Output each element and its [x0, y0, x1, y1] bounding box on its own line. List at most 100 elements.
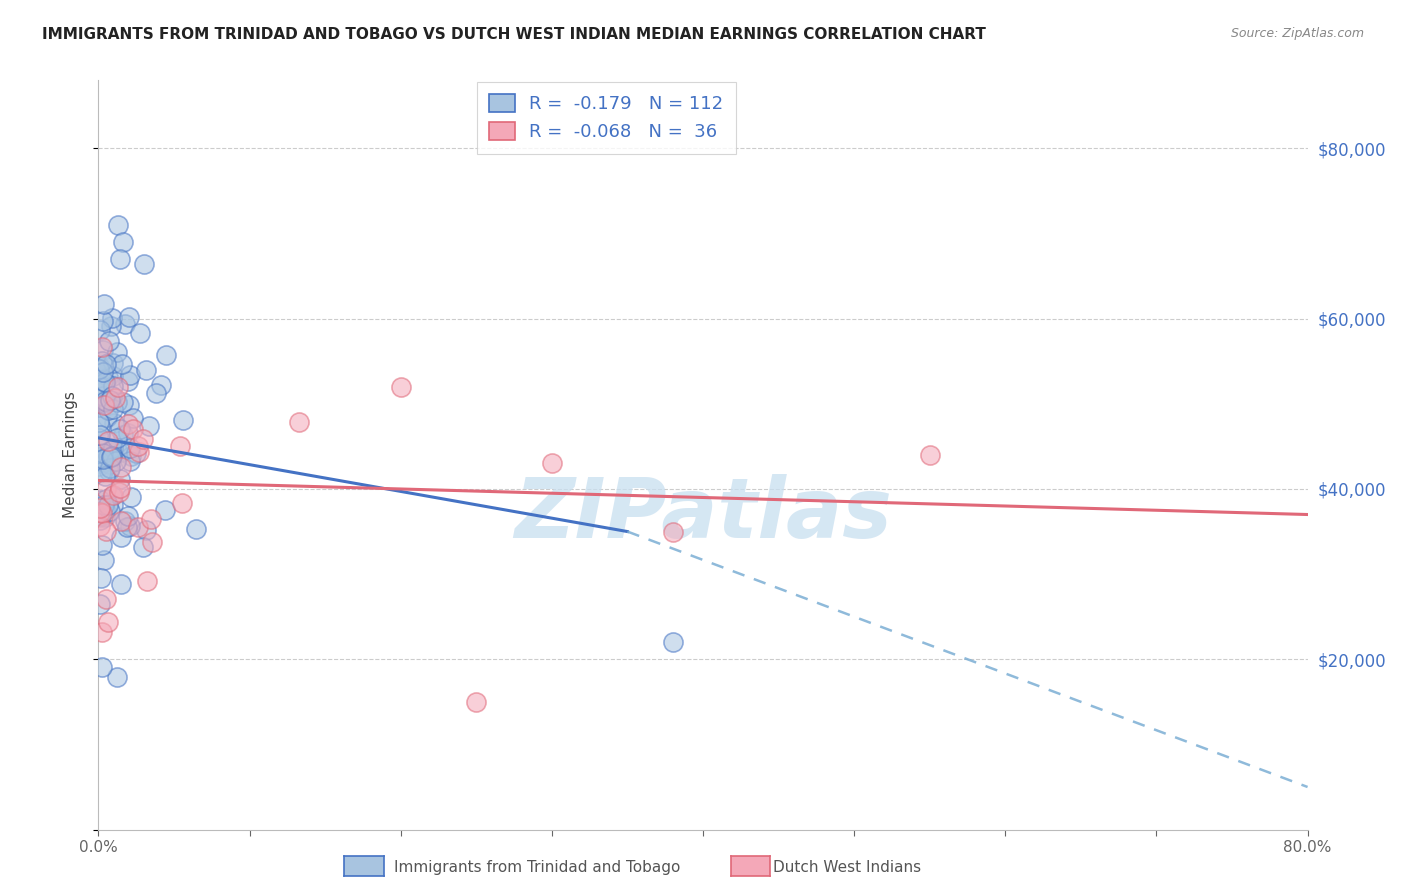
- Point: [103, 416, 125, 430]
- Point: [127, 520, 149, 534]
- Point: [93, 552, 115, 566]
- Point: [101, 450, 124, 464]
- Point: [97, 434, 120, 448]
- Point: [100, 319, 122, 334]
- Point: [89, 419, 111, 434]
- Point: [120, 449, 142, 463]
- Point: [117, 425, 139, 440]
- Point: [132, 540, 155, 554]
- Point: [107, 380, 129, 394]
- Point: [389, 380, 412, 394]
- Point: [105, 670, 128, 684]
- Point: [132, 257, 155, 271]
- Point: [139, 511, 162, 525]
- Point: [91, 374, 114, 388]
- Point: [101, 378, 124, 392]
- Point: [91, 452, 114, 467]
- Point: [93, 498, 115, 512]
- Point: [110, 576, 132, 591]
- Point: [108, 421, 131, 435]
- Point: [918, 448, 941, 462]
- Point: [135, 574, 157, 589]
- Point: [94, 483, 117, 497]
- Point: [108, 485, 131, 500]
- Point: [184, 522, 207, 536]
- Point: [122, 422, 145, 436]
- Point: [170, 496, 193, 510]
- Point: [89, 359, 111, 374]
- Point: [96, 357, 118, 371]
- Point: [117, 417, 139, 431]
- Point: [111, 235, 134, 249]
- Point: [661, 524, 683, 539]
- Point: [90, 571, 112, 585]
- Point: [97, 615, 120, 630]
- Point: [90, 538, 112, 552]
- Point: [89, 509, 111, 524]
- Point: [105, 395, 128, 409]
- Point: [108, 252, 131, 266]
- Point: [89, 415, 111, 429]
- Point: [90, 340, 112, 354]
- Point: [89, 427, 111, 442]
- Point: [91, 446, 114, 460]
- Point: [104, 392, 127, 406]
- Point: [91, 389, 114, 403]
- Point: [108, 481, 131, 495]
- Point: [117, 508, 139, 523]
- Point: [90, 466, 112, 480]
- Point: [93, 510, 115, 524]
- Point: [96, 409, 118, 424]
- Point: [169, 439, 191, 453]
- Point: [93, 366, 115, 380]
- Text: IMMIGRANTS FROM TRINIDAD AND TOBAGO VS DUTCH WEST INDIAN MEDIAN EARNINGS CORRELA: IMMIGRANTS FROM TRINIDAD AND TOBAGO VS D…: [42, 27, 986, 42]
- Point: [540, 457, 562, 471]
- Point: [110, 444, 132, 458]
- Point: [127, 438, 149, 452]
- Point: [96, 369, 118, 384]
- Point: [153, 503, 176, 517]
- Point: [94, 393, 117, 408]
- Point: [112, 394, 135, 409]
- Point: [89, 361, 111, 376]
- Point: [108, 472, 131, 486]
- Point: [288, 416, 311, 430]
- Point: [155, 347, 177, 361]
- Point: [94, 455, 117, 469]
- Point: [172, 413, 194, 427]
- Point: [91, 451, 114, 466]
- Point: [91, 313, 114, 327]
- Point: [110, 530, 132, 544]
- Point: [98, 504, 121, 518]
- Point: [100, 389, 122, 403]
- Point: [141, 535, 163, 549]
- Point: [117, 374, 139, 388]
- Point: [89, 492, 111, 507]
- Point: [97, 449, 120, 463]
- Point: [115, 520, 138, 534]
- Point: [101, 401, 124, 416]
- Point: [132, 432, 155, 446]
- Point: [118, 454, 141, 468]
- Legend: R =  -0.179   N = 112, R =  -0.068   N =  36: R = -0.179 N = 112, R = -0.068 N = 36: [477, 82, 735, 153]
- Point: [98, 443, 121, 458]
- Point: [122, 411, 145, 425]
- Point: [135, 523, 157, 537]
- Point: [129, 326, 152, 340]
- Text: Immigrants from Trinidad and Tobago: Immigrants from Trinidad and Tobago: [394, 860, 681, 874]
- Point: [94, 469, 117, 483]
- Point: [89, 597, 111, 611]
- Point: [465, 695, 488, 709]
- Point: [90, 660, 112, 674]
- Point: [101, 498, 124, 512]
- Point: [101, 311, 124, 326]
- Point: [110, 459, 132, 474]
- Text: Source: ZipAtlas.com: Source: ZipAtlas.com: [1230, 27, 1364, 40]
- Point: [90, 354, 112, 368]
- Point: [90, 506, 112, 520]
- Y-axis label: Median Earnings: Median Earnings: [63, 392, 77, 518]
- Point: [101, 490, 124, 504]
- Point: [89, 458, 111, 473]
- Point: [105, 345, 128, 359]
- Point: [97, 403, 120, 417]
